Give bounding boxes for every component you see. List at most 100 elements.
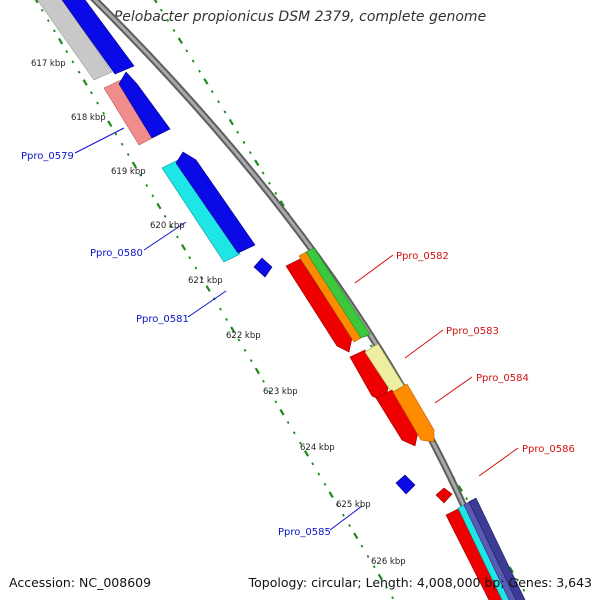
gene-label-left[interactable]: Ppro_0579 — [21, 151, 74, 162]
tick-mark — [172, 29, 176, 32]
tick-mark — [274, 400, 278, 404]
kbp-label: 617 kbp — [31, 59, 66, 69]
gene-blue-arrow-0585 — [395, 474, 416, 495]
tick-mark — [82, 79, 88, 86]
tick-mark — [194, 266, 198, 270]
tick-mark — [153, 0, 158, 4]
leader-line-0584 — [434, 376, 473, 404]
tick-mark — [230, 326, 236, 334]
tick-mark — [391, 596, 394, 600]
tick-mark — [185, 49, 189, 53]
tick-mark — [268, 390, 272, 394]
genome-backbone — [90, 0, 506, 600]
tick-mark — [219, 307, 222, 311]
tick-mark — [177, 37, 184, 44]
tick-mark — [522, 588, 526, 592]
tick-mark — [274, 191, 278, 195]
kbp-label: 626 kbp — [371, 557, 406, 567]
tick-mark — [139, 173, 142, 177]
gene-red-arrow-0584 — [375, 389, 419, 447]
tick-mark — [299, 441, 302, 445]
gene-red-arrow-0587 — [445, 507, 506, 600]
gene-cyan-arrow-0580 — [161, 159, 241, 263]
tick-mark — [225, 317, 228, 321]
leader-lines — [74, 127, 519, 531]
tick-mark — [53, 29, 56, 33]
gene-label-right[interactable]: Ppro_0586 — [522, 444, 575, 455]
tick-mark — [89, 91, 93, 95]
gene-blue-arrow-0581 — [253, 257, 273, 278]
gene-navy-arrow-0587 — [468, 497, 526, 600]
tick-mark — [237, 338, 241, 342]
tick-mark — [188, 256, 192, 260]
gene-blue-arrow-0578 — [61, 0, 135, 75]
tick-mark — [311, 462, 315, 466]
tick-mark — [279, 408, 285, 416]
tick-mark — [242, 140, 246, 144]
tick-mark — [145, 184, 149, 187]
tick-mark — [457, 485, 463, 492]
tick-mark — [366, 554, 370, 558]
tick-mark — [249, 151, 252, 155]
tick-mark — [286, 421, 290, 424]
tick-mark — [223, 110, 227, 114]
tick-mark — [292, 431, 296, 435]
tick-mark — [243, 348, 247, 352]
kbp-labels: 617 kbp 618 kbp 619 kbp 620 kbp 621 kbp … — [31, 59, 406, 567]
tick-mark — [328, 491, 334, 498]
gene-label-right[interactable]: Ppro_0582 — [396, 251, 449, 262]
kbp-label: 622 kbp — [226, 331, 261, 341]
tick-mark — [120, 142, 124, 146]
tick-mark — [114, 132, 118, 136]
gene-grey-arrow — [37, 0, 113, 81]
leader-line-0585 — [329, 505, 363, 531]
tick-mark — [360, 544, 364, 548]
gene-red-arrow-0586 — [435, 487, 453, 504]
tick-mark — [236, 130, 240, 134]
tick-mark — [303, 450, 310, 457]
tick-mark — [465, 497, 469, 501]
tick-mark — [40, 8, 44, 12]
gene-label-right[interactable]: Ppro_0583 — [446, 326, 499, 337]
tick-mark — [317, 472, 321, 476]
map-title: Pelobacter propionicus DSM 2379, complet… — [113, 9, 487, 25]
leader-line-0581 — [187, 290, 227, 318]
gene-blue-arrow-0580 — [175, 151, 256, 254]
tick-mark — [96, 101, 99, 105]
tick-mark — [508, 566, 514, 574]
tick-mark — [198, 69, 201, 73]
tick-mark — [254, 367, 260, 375]
tick-mark — [335, 503, 339, 507]
tick-mark — [71, 60, 75, 64]
tick-mark — [126, 153, 130, 157]
tick-mark — [353, 532, 359, 540]
tick-mark — [279, 200, 285, 207]
kbp-label: 623 kbp — [263, 387, 298, 397]
tick-mark — [210, 90, 214, 94]
gene-orange-arrow-0584 — [392, 383, 435, 443]
tick-mark — [77, 70, 81, 74]
forward-strand-genes — [285, 247, 526, 600]
tick-mark — [228, 118, 234, 126]
tick-mark — [377, 573, 383, 581]
gene-label-left[interactable]: Ppro_0580 — [90, 248, 143, 259]
tick-mark — [342, 513, 345, 517]
gene-label-left[interactable]: Ppro_0581 — [136, 314, 189, 325]
tick-mark — [151, 194, 155, 198]
tick-mark — [159, 8, 163, 12]
gene-red-arrow-0582 — [285, 258, 353, 353]
topology-text: Topology: circular; Length: 4,008,000 bp… — [248, 575, 592, 590]
tick-mark — [200, 276, 204, 280]
tick-mark — [191, 59, 195, 63]
kbp-label: 618 kbp — [71, 113, 106, 123]
tick-mark — [203, 78, 209, 85]
leader-line-0580 — [143, 221, 187, 251]
tick-mark — [169, 225, 173, 229]
kbp-label: 621 kbp — [188, 276, 223, 286]
tick-mark — [58, 37, 64, 45]
gene-label-right[interactable]: Ppro_0584 — [476, 373, 529, 384]
tick-mark — [348, 524, 351, 528]
gene-label-left[interactable]: Ppro_0585 — [278, 527, 331, 538]
tick-mark — [180, 244, 187, 251]
gene-blue-arrow-0579b — [118, 71, 171, 139]
